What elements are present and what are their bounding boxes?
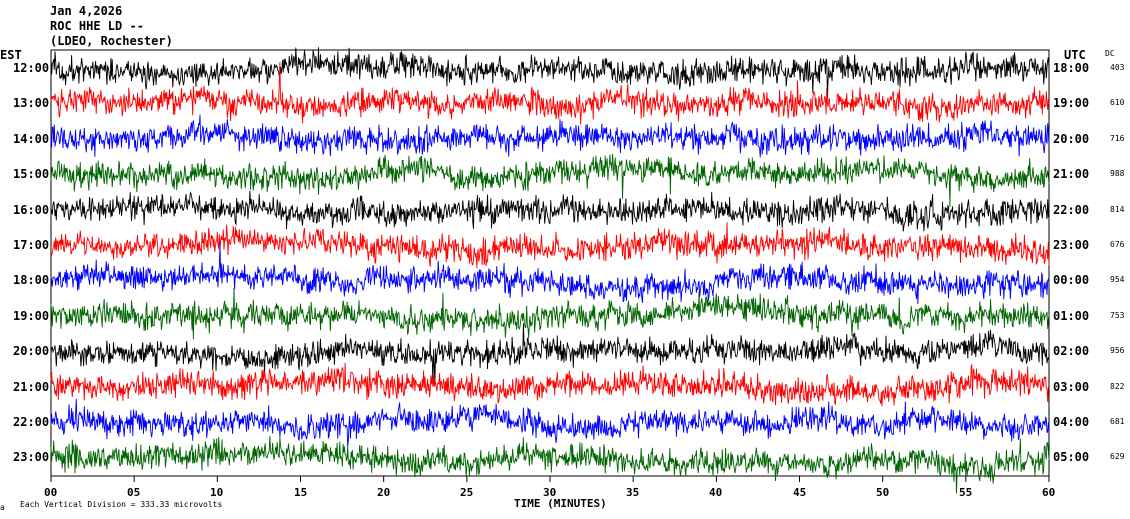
x-tick-label: 00 xyxy=(44,486,58,499)
dc-offset-label: 676 xyxy=(1110,240,1125,249)
trace-1400 xyxy=(50,114,1050,158)
x-tick-label: 50 xyxy=(876,486,890,499)
utc-hour-label: 19:00 xyxy=(1053,96,1090,111)
x-tick-label: 15 xyxy=(294,486,308,499)
x-tick-label: 10 xyxy=(210,486,224,499)
footnote-mark: a xyxy=(0,503,5,512)
x-tick-label: 20 xyxy=(377,486,391,499)
x-tick-label: 25 xyxy=(460,486,474,499)
utc-hour-label: 18:00 xyxy=(1053,61,1090,75)
x-tick-label: 55 xyxy=(959,486,973,499)
est-hour-label: 12:00 xyxy=(13,61,50,75)
dc-offset-label: 814 xyxy=(1110,204,1125,214)
est-hour-label: 13:00 xyxy=(13,96,50,111)
dc-offset-label: 681 xyxy=(1110,417,1125,426)
trace-2300 xyxy=(50,435,1050,494)
utc-hour-label: 05:00 xyxy=(1053,450,1090,465)
utc-hour-label: 20:00 xyxy=(1053,131,1090,146)
dc-offset-label: 753 xyxy=(1110,310,1125,320)
est-hour-label: 14:00 xyxy=(13,131,50,146)
dc-offset-label: 403 xyxy=(1110,63,1125,72)
utc-hour-label: 00:00 xyxy=(1053,273,1090,288)
trace-1500 xyxy=(50,153,1050,208)
right-timezone-label: UTC xyxy=(1064,48,1086,62)
x-tick-label: 05 xyxy=(127,486,141,499)
x-tick-label: 30 xyxy=(543,486,557,499)
est-hour-label: 17:00 xyxy=(13,238,50,252)
trace-1700 xyxy=(50,222,1050,269)
utc-hour-label: 01:00 xyxy=(1053,308,1090,323)
dc-offset-label: 956 xyxy=(1110,346,1125,356)
est-hour-label: 21:00 xyxy=(13,379,50,394)
x-tick-label: 40 xyxy=(709,486,723,499)
utc-hour-label: 03:00 xyxy=(1053,379,1090,394)
dc-label: DC xyxy=(1105,49,1115,58)
dc-offset-label: 716 xyxy=(1110,133,1125,143)
left-timezone-label: EST xyxy=(0,48,22,62)
x-axis-label: TIME (MINUTES) xyxy=(514,497,607,510)
trace-1200 xyxy=(50,47,1050,101)
dc-offset-label: 988 xyxy=(1110,169,1125,179)
x-tick-label: 35 xyxy=(626,486,640,499)
x-tick-label: 60 xyxy=(1042,486,1056,499)
trace-2100 xyxy=(50,362,1050,407)
dc-offset-label: 610 xyxy=(1110,98,1125,108)
trace-1600 xyxy=(50,190,1050,232)
est-hour-label: 19:00 xyxy=(13,308,50,323)
est-hour-label: 18:00 xyxy=(13,273,50,288)
trace-1900 xyxy=(50,287,1050,340)
utc-hour-label: 23:00 xyxy=(1053,238,1090,252)
chart-date: Jan 4,2026 xyxy=(50,4,123,18)
utc-hour-label: 21:00 xyxy=(1053,167,1090,182)
plot-frame xyxy=(50,49,1050,477)
est-hour-label: 16:00 xyxy=(13,202,50,217)
dc-offset-label: 629 xyxy=(1110,452,1125,462)
utc-hour-label: 02:00 xyxy=(1053,344,1090,359)
trace-2200 xyxy=(50,398,1050,447)
utc-hour-label: 04:00 xyxy=(1053,415,1090,429)
scale-footnote: Each Vertical Division = 333.33 microvol… xyxy=(20,500,223,509)
est-hour-label: 15:00 xyxy=(13,167,50,182)
est-hour-label: 23:00 xyxy=(13,450,50,465)
chart-network: (LDEO, Rochester) xyxy=(50,34,173,48)
trace-1800 xyxy=(50,242,1050,305)
dc-offset-label: 954 xyxy=(1110,275,1125,285)
trace-2000 xyxy=(50,323,1050,387)
x-tick-label: 45 xyxy=(793,486,807,499)
chart-station: ROC HHE LD -- xyxy=(50,19,144,33)
est-hour-label: 20:00 xyxy=(13,344,50,359)
trace-1300 xyxy=(50,62,1050,125)
utc-hour-label: 22:00 xyxy=(1053,202,1090,217)
dc-offset-label: 822 xyxy=(1110,381,1125,391)
est-hour-label: 22:00 xyxy=(13,415,50,429)
